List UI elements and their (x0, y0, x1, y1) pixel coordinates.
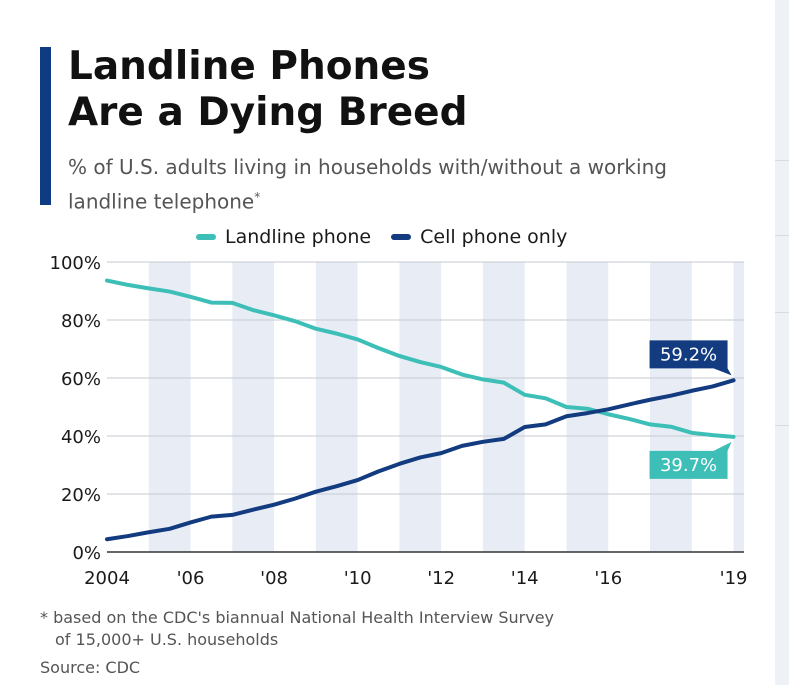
x-tick-label: '06 (177, 568, 205, 589)
title-line: Are a Dying Breed (68, 90, 468, 135)
y-tick-label: 60% (61, 369, 101, 390)
background-bands (148, 262, 744, 552)
callout-box (649, 441, 732, 479)
x-tick-label: 2004 (84, 568, 130, 589)
value-callouts: 59.2% 39.7% (649, 340, 732, 479)
legend-label-cell: Cell phone only (420, 226, 568, 248)
y-tick-label: 100% (50, 253, 101, 274)
line-chart: 0% 20% 40% 60% 80% 100% 2004 '06 '08 '10 '12 '14 '1… (50, 253, 748, 589)
cell-phone-only-line (105, 378, 736, 542)
y-tick-label: 40% (61, 427, 101, 448)
x-tick-label: '14 (511, 568, 539, 589)
footnote-marker: * (254, 190, 261, 204)
x-tick-label: '10 (344, 568, 372, 589)
background-band (733, 262, 744, 552)
x-tick-label: '16 (594, 568, 622, 589)
legend-item-landline: Landline phone (196, 226, 371, 248)
side-panel (775, 0, 789, 685)
y-axis-ticks: 0% 20% 40% 60% 80% 100% (50, 253, 101, 564)
legend-label-landline: Landline phone (225, 226, 372, 248)
background-band (650, 262, 692, 552)
series-lines (105, 278, 736, 542)
chart-subtitle: % of U.S. adults living in households wi… (68, 152, 708, 217)
x-tick-label: '19 (720, 568, 748, 589)
title-accent-bar (40, 47, 51, 205)
title-line: Landline Phones (68, 44, 430, 89)
footnote: * based on the CDC's biannual National H… (40, 608, 554, 627)
legend: Landline phone Cell phone only (196, 226, 587, 248)
background-band (148, 262, 191, 552)
subtitle-text: % of U.S. adults living in households wi… (68, 155, 667, 214)
landline-phone-line (105, 278, 736, 439)
callout-label: 59.2% (660, 344, 717, 365)
legend-item-cell: Cell phone only (391, 226, 567, 248)
y-tick-label: 0% (72, 543, 101, 564)
callout-label: 39.7% (660, 455, 717, 476)
chart-title: Landline Phones Are a Dying Breed (68, 44, 468, 136)
x-axis-ticks: 2004 '06 '08 '10 '12 '14 '16 '19 (84, 568, 747, 589)
y-tick-label: 80% (61, 311, 101, 332)
divider (775, 235, 789, 236)
y-tick-label: 20% (61, 485, 101, 506)
background-band (399, 262, 442, 552)
divider (775, 312, 789, 313)
footnote: of 15,000+ U.S. households (55, 630, 279, 649)
legend-swatch-cell (391, 234, 412, 240)
background-band (482, 262, 525, 552)
divider (775, 160, 789, 161)
legend-swatch-landline (196, 234, 216, 240)
divider (775, 425, 789, 426)
source-note: Source: CDC (40, 658, 141, 677)
x-tick-label: '08 (260, 568, 288, 589)
gridlines (107, 261, 744, 553)
background-band (315, 262, 358, 552)
x-tick-label: '12 (427, 568, 455, 589)
callout-box (649, 340, 732, 376)
